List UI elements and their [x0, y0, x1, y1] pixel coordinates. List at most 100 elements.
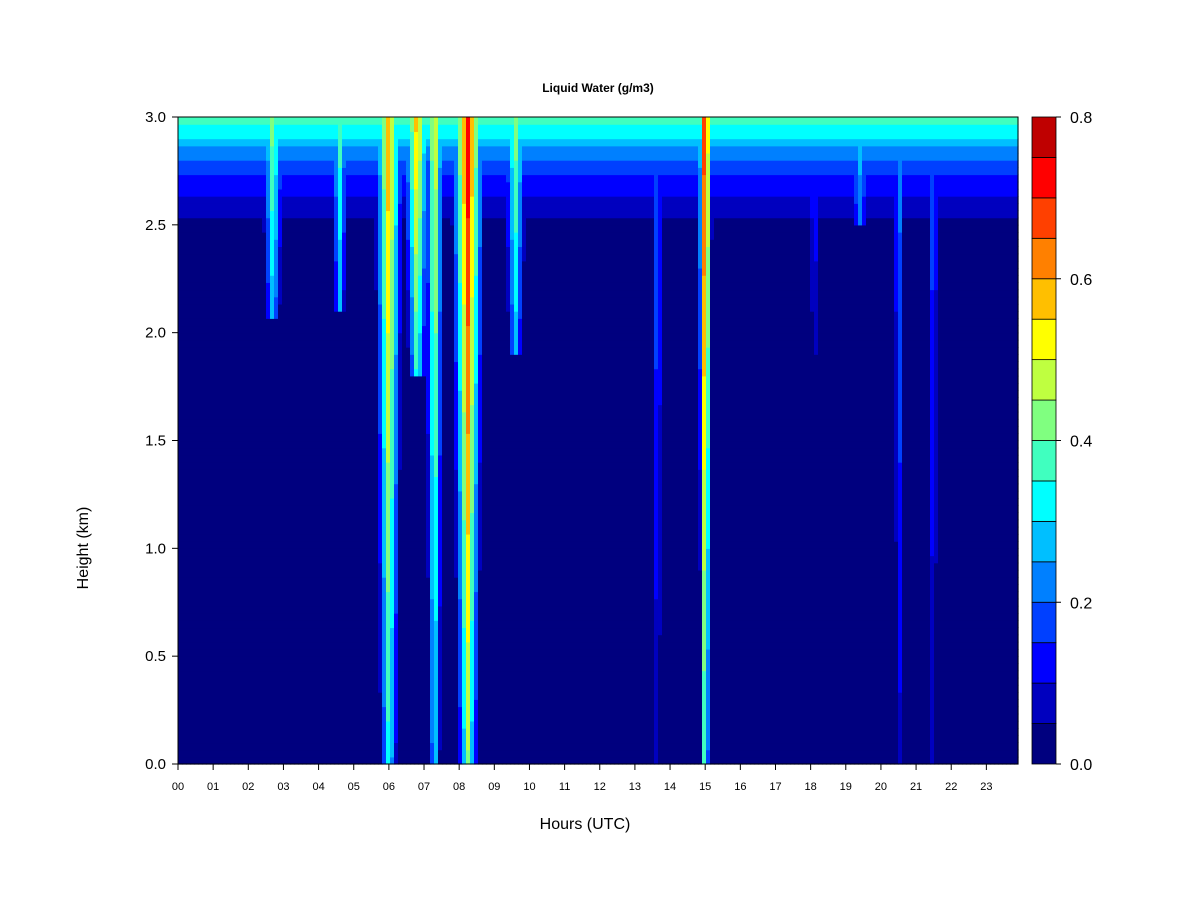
heatmap-cell [230, 721, 235, 729]
heatmap-cell [306, 383, 311, 391]
heatmap-cell [362, 627, 367, 635]
heatmap-cell [258, 347, 263, 355]
heatmap-cell [366, 405, 371, 413]
heatmap-cell [214, 347, 219, 355]
heatmap-cell [374, 750, 379, 758]
heatmap-cell [330, 685, 335, 693]
heatmap-cell [386, 469, 391, 477]
heatmap-cell [226, 491, 231, 499]
heatmap-cell [298, 225, 303, 233]
heatmap-cell [386, 563, 391, 571]
heatmap-cell [302, 692, 307, 700]
heatmap-cell [242, 239, 247, 247]
heatmap-cell [330, 160, 335, 168]
heatmap-cell [350, 325, 355, 333]
heatmap-cell [202, 469, 207, 477]
heatmap-cell [318, 268, 323, 276]
heatmap-cell [210, 613, 215, 621]
heatmap-cell [338, 131, 343, 139]
heatmap-cell [290, 721, 295, 729]
heatmap-cell [270, 534, 275, 542]
heatmap-cell [294, 275, 299, 283]
heatmap-cell [394, 175, 399, 183]
heatmap-cell [214, 433, 219, 441]
heatmap-cell [198, 290, 203, 298]
heatmap-cell [302, 599, 307, 607]
heatmap-cell [282, 390, 287, 398]
heatmap-cell [290, 692, 295, 700]
heatmap-cell [346, 189, 351, 197]
heatmap-cell [310, 246, 315, 254]
heatmap-cell [190, 433, 195, 441]
heatmap-cell [346, 167, 351, 175]
heatmap-cell [230, 282, 235, 290]
heatmap-cell [370, 275, 375, 283]
heatmap-cell [322, 534, 327, 542]
heatmap-cell [230, 663, 235, 671]
heatmap-cell [286, 441, 291, 449]
heatmap-cell [250, 433, 255, 441]
heatmap-cell [294, 354, 299, 362]
heatmap-cell [234, 397, 239, 405]
heatmap-cell [310, 591, 315, 599]
heatmap-cell [386, 254, 391, 262]
heatmap-cell [358, 203, 363, 211]
heatmap-cell [374, 498, 379, 506]
heatmap-cell [238, 556, 243, 564]
heatmap-cell [186, 692, 191, 700]
heatmap-cell [190, 254, 195, 262]
heatmap-cell [370, 203, 375, 211]
heatmap-cell [374, 175, 379, 183]
heatmap-cell [286, 714, 291, 722]
heatmap-cell [266, 448, 271, 456]
heatmap-cell [386, 369, 391, 377]
heatmap-cell [266, 663, 271, 671]
heatmap-cell [246, 635, 251, 643]
heatmap-cell [342, 340, 347, 348]
heatmap-cell [346, 405, 351, 413]
heatmap-cell [202, 347, 207, 355]
heatmap-cell [190, 570, 195, 578]
heatmap-cell [286, 131, 291, 139]
heatmap-cell [382, 642, 387, 650]
heatmap-cell [270, 203, 275, 211]
heatmap-cell [250, 556, 255, 564]
heatmap-cell [314, 246, 319, 254]
heatmap-cell [274, 203, 279, 211]
heatmap-cell [322, 448, 327, 456]
heatmap-cell [194, 146, 199, 154]
heatmap-cell [398, 714, 403, 722]
heatmap-cell [358, 685, 363, 693]
heatmap-cell [390, 311, 395, 319]
heatmap-cell [222, 699, 227, 707]
heatmap-cell [270, 117, 275, 125]
heatmap-cell [222, 620, 227, 628]
heatmap-cell [294, 635, 299, 643]
heatmap-cell [198, 685, 203, 693]
heatmap-cell [214, 275, 219, 283]
heatmap-cell [346, 541, 351, 549]
heatmap-cell [198, 548, 203, 556]
heatmap-cell [354, 577, 359, 585]
heatmap-cell [222, 333, 227, 341]
heatmap-cell [322, 318, 327, 326]
heatmap-cell [262, 340, 267, 348]
heatmap-cell [334, 124, 339, 132]
heatmap-cell [262, 491, 267, 499]
heatmap-cell [234, 182, 239, 190]
heatmap-cell [390, 635, 395, 643]
heatmap-cell [306, 706, 311, 714]
heatmap-cell [178, 491, 183, 499]
heatmap-cell [330, 182, 335, 190]
heatmap-cell [230, 153, 235, 161]
heatmap-cell [238, 591, 243, 599]
heatmap-cell [234, 167, 239, 175]
heatmap-cell [234, 635, 239, 643]
heatmap-cell [374, 757, 379, 765]
heatmap-cell [194, 225, 199, 233]
heatmap-cell [378, 254, 383, 262]
heatmap-cell [246, 405, 251, 413]
heatmap-cell [314, 275, 319, 283]
heatmap-cell [378, 290, 383, 298]
heatmap-cell [378, 124, 383, 132]
